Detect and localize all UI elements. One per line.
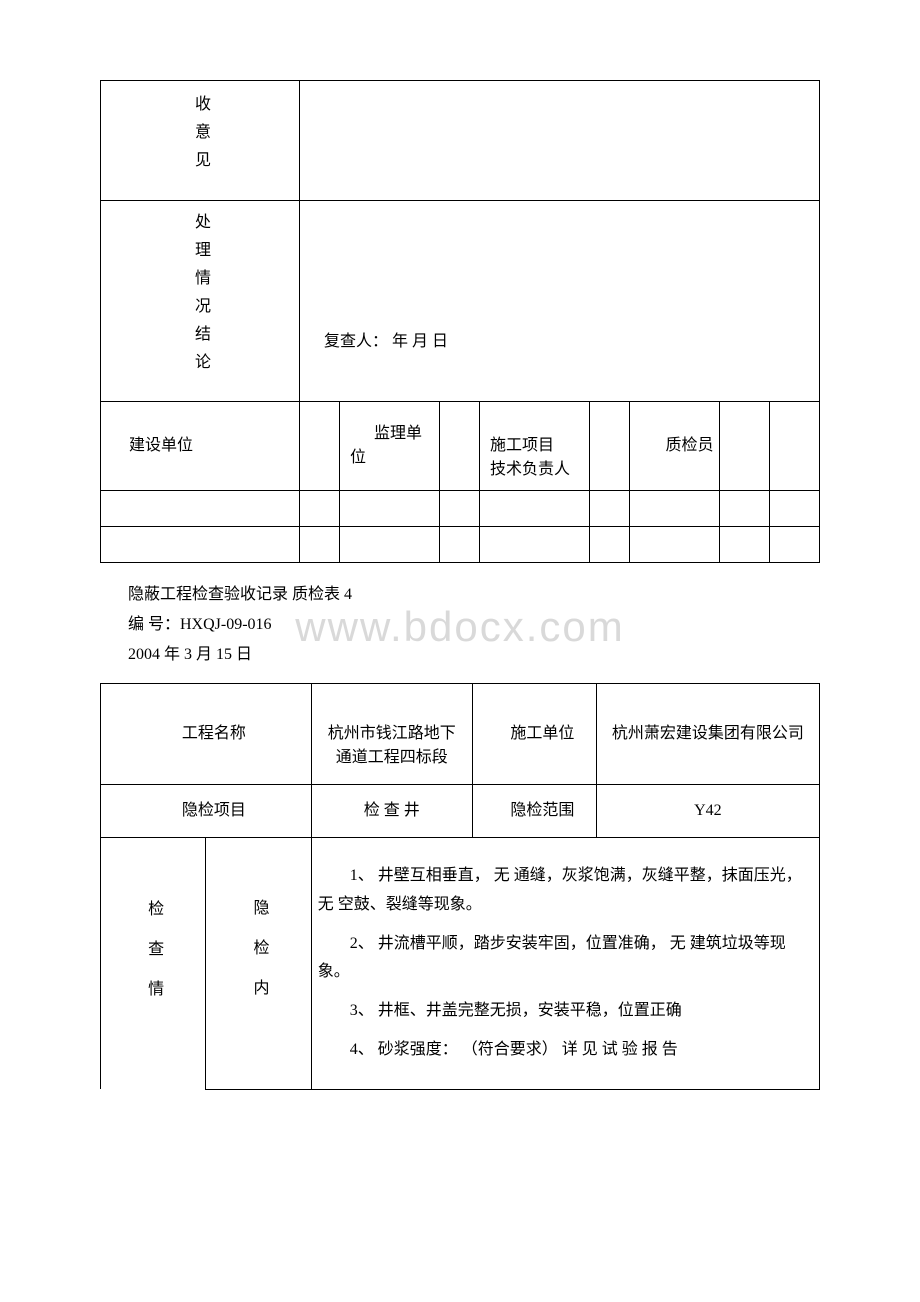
table-bottom: 工程名称 杭州市钱江路地下 通道工程四标段 施工单位 杭州萧宏建设集团有限公司 … bbox=[100, 683, 820, 1090]
t2-r3-p2: 2、 井流槽平顺，踏步安装牢固，位置准确， 无 建筑垃圾等现象。 bbox=[318, 930, 813, 988]
sign-c3-blank bbox=[590, 402, 630, 491]
empty-r2c5 bbox=[480, 527, 590, 563]
t2-r1-v2: 杭州萧宏建设集团有限公司 bbox=[612, 725, 804, 742]
t2-r2-v1: 检 查 井 bbox=[364, 802, 420, 819]
empty-r2c8 bbox=[720, 527, 770, 563]
mid-line1: 隐蔽工程检查验收记录 质检表 4 bbox=[128, 583, 820, 607]
sign-c2: 监理单位 bbox=[350, 425, 422, 466]
t2-r3-outer: 检查情 bbox=[141, 900, 165, 1020]
empty-r1c7 bbox=[630, 491, 720, 527]
empty-r1c2 bbox=[300, 491, 340, 527]
t2-r3-p4: 4、 砂浆强度： （符合要求） 详 见 试 验 报 告 bbox=[318, 1036, 813, 1065]
empty-r2c4 bbox=[440, 527, 480, 563]
row2-label: 处理情况结论 bbox=[188, 213, 212, 381]
t2-r2-l1: 隐检项目 bbox=[182, 802, 246, 819]
empty-r1c6 bbox=[590, 491, 630, 527]
empty-r1c3 bbox=[340, 491, 440, 527]
t2-r1-v1: 杭州市钱江路地下 通道工程四标段 bbox=[328, 725, 456, 766]
empty-r2c9 bbox=[770, 527, 820, 563]
empty-r2c3 bbox=[340, 527, 440, 563]
t2-r3-p1: 1、 井壁互相垂直， 无 通缝，灰浆饱满，灰缝平整，抹面压光， 无 空鼓、裂缝等… bbox=[318, 862, 813, 920]
t2-r2-l2: 隐检范围 bbox=[510, 802, 574, 819]
empty-r2c2 bbox=[300, 527, 340, 563]
empty-r2c7 bbox=[630, 527, 720, 563]
sign-c5-blank bbox=[770, 402, 820, 491]
empty-r1c4 bbox=[440, 491, 480, 527]
empty-r2c6 bbox=[590, 527, 630, 563]
sign-c1: 建设单位 bbox=[129, 437, 193, 454]
sign-c3: 施工项目 技术负责人 bbox=[490, 437, 570, 478]
t2-r1-l1: 工程名称 bbox=[182, 725, 246, 742]
sign-c2-blank bbox=[440, 402, 480, 491]
t2-r3-inner: 隐检内 bbox=[247, 899, 271, 1019]
t2-r2-v2: Y42 bbox=[694, 802, 722, 819]
empty-r1c9 bbox=[770, 491, 820, 527]
empty-r2c1 bbox=[101, 527, 300, 563]
sign-c4-blank bbox=[720, 402, 770, 491]
sign-c1-blank bbox=[300, 402, 340, 491]
row1-content bbox=[300, 81, 820, 201]
t2-r3-p3: 3、 井框、井盖完整无损，安装平稳，位置正确 bbox=[318, 997, 813, 1026]
mid-line3: 2004 年 3 月 15 日 bbox=[128, 643, 820, 667]
row2-content: 复查人： 年 月 日 bbox=[324, 333, 448, 350]
table-top: 收意见 处理情况结论 复查人： 年 月 日 建设单位 监理单位 施工项目 技术负… bbox=[100, 80, 820, 563]
empty-r1c5 bbox=[480, 491, 590, 527]
mid-line2: 编 号：HXQJ-09-016 bbox=[128, 613, 820, 637]
empty-r1c8 bbox=[720, 491, 770, 527]
empty-r1c1 bbox=[101, 491, 300, 527]
row1-label: 收意见 bbox=[188, 95, 212, 179]
sign-c4: 质检员 bbox=[665, 437, 713, 454]
t2-r1-l2: 施工单位 bbox=[510, 725, 574, 742]
